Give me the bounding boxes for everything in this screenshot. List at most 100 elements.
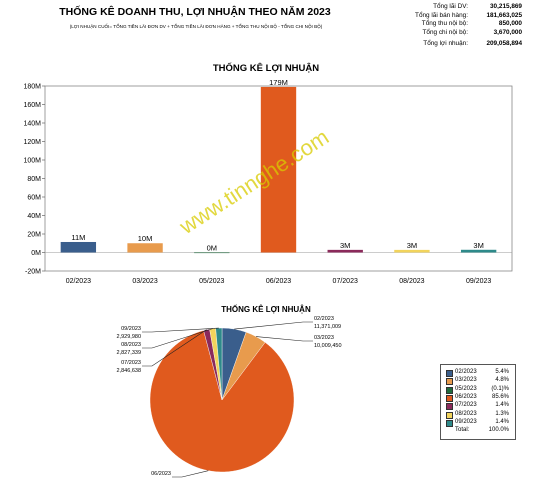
pie-slice-06-2023 — [149, 330, 295, 473]
bar-06-2023 — [260, 86, 297, 253]
summary-label: Tổng lãi bán hàng: — [415, 11, 468, 19]
callout-line — [256, 336, 313, 342]
callout-line — [142, 327, 219, 333]
summary-value: 30,215,869 — [490, 3, 522, 10]
pie-chart-title: THỐNG KÊ LỢI NHUẬN — [221, 304, 311, 314]
summary-row-sales-profit: Tổng lãi bán hàng: 181,663,025 — [410, 12, 522, 21]
legend-percent: 1.4% — [495, 418, 509, 425]
callout-value: 2,827,339 — [117, 350, 141, 356]
y-tick-label: 20M — [27, 232, 41, 239]
y-tick-label: 0M — [31, 250, 41, 257]
legend-swatch — [446, 403, 453, 411]
legend-total-row: Total: 100.0% — [441, 427, 515, 435]
bar-data-label: 179M — [269, 78, 288, 87]
page-title: THỐNG KÊ DOANH THU, LỢI NHUẬN THEO NĂM 2… — [59, 6, 331, 18]
callout-line — [234, 321, 313, 330]
callout-value: 11,371,009 — [314, 324, 341, 330]
summary-label: Tổng lợi nhuận: — [423, 40, 468, 48]
summary-label: Tổng lãi DV: — [433, 3, 468, 10]
bar-chart-title: THỐNG KÊ LỢI NHUẬN — [213, 62, 319, 74]
legend-item: 09/2023 1.4% — [441, 419, 515, 427]
summary-row-total-profit: Tổng lợi nhuận: 209,058,894 — [410, 40, 522, 49]
callout-name: 09/2023 — [121, 326, 141, 332]
summary-value: 3,670,000 — [493, 28, 522, 36]
summary-label: Tổng thu nội bộ: — [421, 20, 468, 28]
x-tick-label: 02/2023 — [66, 278, 91, 285]
summary-panel: Tổng lãi DV: 30,215,869 Tổng lãi bán hàn… — [410, 3, 522, 49]
summary-label: Tổng chi nội bộ: — [422, 28, 468, 36]
summary-row-internal-expense: Tổng chi nội bộ: 3,670,000 — [410, 29, 522, 38]
bar-data-label: 3M — [340, 241, 350, 250]
callout-name: 03/2023 — [314, 335, 334, 341]
legend-item: 05/2023 (0.1)% — [441, 386, 515, 394]
legend-item: 07/2023 1.4% — [441, 402, 515, 411]
callout-line — [142, 329, 207, 367]
legend-percent: 5.4% — [495, 369, 509, 375]
legend-swatch — [446, 378, 453, 386]
y-tick-label: 100M — [23, 158, 41, 165]
legend-label: 02/2023 — [455, 369, 477, 375]
legend-label: 09/2023 — [455, 418, 477, 425]
callout-line — [142, 328, 213, 349]
legend-total-label: Total: — [455, 427, 470, 434]
callout-name: 07/2023 — [121, 360, 141, 366]
legend-label: 05/2023 — [455, 385, 477, 392]
x-tick-label: 07/2023 — [333, 278, 358, 285]
y-tick-label: 180M — [23, 84, 41, 91]
legend-percent: 4.8% — [495, 377, 509, 384]
callout-line — [172, 470, 209, 478]
bar-data-label: 10M — [138, 234, 153, 243]
bar-data-label: 0M — [207, 244, 217, 253]
summary-value: 850,000 — [498, 20, 522, 28]
x-tick-label: 09/2023 — [466, 278, 491, 285]
legend-item: 03/2023 4.8% — [441, 377, 515, 386]
pie-chart: THỐNG KÊ LỢI NHUẬN 02/2023 11,371,009 03/2… — [117, 304, 342, 478]
legend-swatch — [446, 370, 453, 377]
legend-label: 07/2023 — [455, 402, 477, 409]
y-tick-label: -20M — [25, 269, 41, 276]
legend-swatch — [446, 411, 453, 419]
legend-swatch — [446, 419, 453, 427]
summary-value: 209,058,894 — [486, 40, 522, 48]
legend-percent: (0.1)% — [491, 385, 509, 392]
y-tick-label: 140M — [23, 121, 41, 128]
bar-data-label: 3M — [407, 241, 417, 250]
bar-08-2023 — [394, 249, 430, 253]
legend-percent: 1.4% — [495, 402, 509, 409]
bar-05-2023 — [194, 252, 230, 254]
legend-item: 02/2023 5.4% — [441, 369, 515, 377]
x-tick-label: 08/2023 — [399, 278, 424, 285]
bar-03-2023 — [127, 243, 163, 253]
legend-label: 08/2023 — [455, 410, 477, 417]
summary-value: 181,663,025 — [486, 11, 522, 19]
callout-name: 06/2023 — [151, 471, 171, 477]
x-tick-label: 05/2023 — [199, 278, 224, 285]
legend-total-value: 100.0% — [488, 427, 509, 434]
bar-09-2023 — [460, 249, 497, 253]
legend-item: 06/2023 85.6% — [441, 394, 515, 402]
callout-name: 08/2023 — [121, 342, 141, 348]
legend-percent: 1.3% — [495, 410, 509, 417]
y-tick-label: 160M — [23, 102, 41, 109]
formula-subtitle: (LỢI NHUẬN CUỐI= TỔNG TIỀN LÃI ĐƠN DV + … — [69, 24, 323, 29]
legend-item: 08/2023 1.3% — [441, 411, 515, 419]
callout-value: 2,846,638 — [117, 368, 141, 374]
x-tick-label: 03/2023 — [132, 278, 157, 285]
legend-percent: 85.6% — [491, 393, 509, 400]
y-tick-label: 120M — [23, 139, 41, 146]
bar-07-2023 — [327, 249, 363, 253]
y-tick-label: 40M — [27, 213, 41, 220]
pie-legend: 02/2023 5.4% 03/2023 4.8% 05/2023 (0.1)% 06/20… — [440, 364, 516, 440]
y-tick-label: 80M — [27, 176, 41, 183]
legend-label: 03/2023 — [455, 377, 477, 384]
bar-02-2023 — [60, 241, 97, 253]
bar-chart: THỐNG KÊ LỢI NHUẬN 180M 160M 140M 120M 100M 8… — [23, 62, 513, 285]
legend-swatch — [446, 386, 453, 394]
legend-label: 06/2023 — [455, 393, 477, 400]
summary-row-internal-income: Tổng thu nội bộ: 850,000 — [410, 20, 522, 29]
bar-data-label: 3M — [473, 241, 483, 250]
y-tick-label: 60M — [27, 195, 41, 202]
summary-row-service-profit: Tổng lãi DV: 30,215,869 — [410, 3, 522, 12]
callout-value: 10,009,450 — [314, 343, 342, 349]
callout-value: 2,929,980 — [117, 334, 141, 340]
